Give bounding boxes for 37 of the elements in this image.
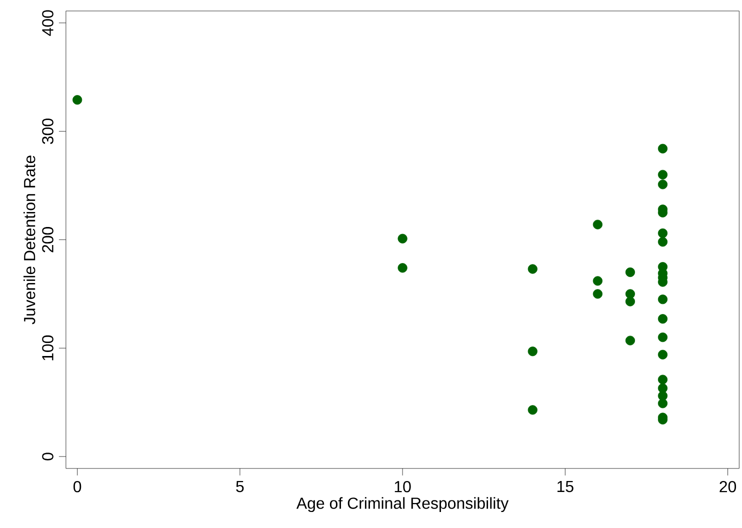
y-tick-label: 400 xyxy=(42,10,54,36)
point xyxy=(592,220,602,230)
point xyxy=(528,264,538,274)
point xyxy=(658,350,668,360)
x-tick-label: 5 xyxy=(236,480,244,492)
point xyxy=(625,336,636,346)
point xyxy=(658,314,668,324)
point xyxy=(592,288,602,299)
point xyxy=(625,296,636,306)
y-tick-label: 200 xyxy=(42,226,54,252)
x-tick-label: 0 xyxy=(73,480,82,492)
point xyxy=(528,404,538,415)
point xyxy=(658,228,668,238)
y-axis-title: Juvenile Detention Rate xyxy=(24,155,36,324)
point xyxy=(592,276,602,286)
point xyxy=(658,383,668,393)
point xyxy=(658,294,668,304)
y-tick-label: 0 xyxy=(42,452,54,460)
point xyxy=(658,332,668,342)
point xyxy=(625,288,636,299)
point xyxy=(658,398,668,408)
point xyxy=(658,374,668,384)
point xyxy=(398,262,408,273)
point xyxy=(398,234,408,244)
point xyxy=(72,94,82,104)
y-tick-label: 100 xyxy=(42,335,54,360)
point xyxy=(658,170,668,180)
point xyxy=(528,346,538,356)
x-tick-label: 20 xyxy=(720,480,736,492)
x-tick-label: 15 xyxy=(558,480,574,492)
x-tick-label: 10 xyxy=(394,480,411,492)
point xyxy=(658,144,668,154)
point xyxy=(658,236,668,246)
point xyxy=(625,267,636,277)
y-tick-label: 300 xyxy=(42,118,54,144)
x-axis-title: Age of Criminal Responsibility xyxy=(296,496,509,512)
point xyxy=(658,179,668,190)
